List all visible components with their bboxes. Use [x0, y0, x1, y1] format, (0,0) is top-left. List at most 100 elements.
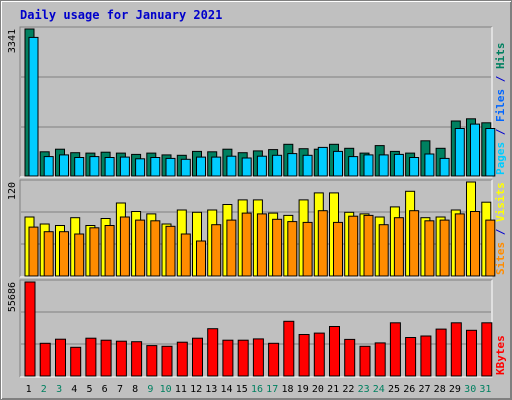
files-bar — [378, 154, 389, 177]
files-bar — [59, 154, 69, 177]
files-bar — [196, 156, 206, 177]
plot-border-dark — [19, 179, 492, 277]
day-label: 2 — [41, 384, 47, 395]
day-label: 15 — [236, 384, 248, 395]
sites-bar — [104, 225, 115, 277]
pages-files-hits-panel: 3341 Pages / Files / Hits — [7, 26, 507, 178]
day-label: 27 — [418, 384, 430, 395]
legend-item: Pages — [494, 142, 507, 175]
kbytes-bar — [313, 332, 325, 377]
kbytes-bar — [466, 329, 477, 377]
files-bar — [485, 128, 496, 177]
day-label: 28 — [434, 384, 446, 395]
legend-item: KBytes — [494, 335, 507, 375]
sites-bar — [226, 219, 237, 277]
sites-bar — [180, 233, 191, 277]
kbytes-bar — [55, 338, 66, 377]
day-label: 9 — [147, 384, 153, 395]
kbytes-bar — [146, 345, 158, 377]
kbytes-bar — [176, 341, 188, 377]
files-bar — [333, 150, 343, 177]
files-bar — [424, 153, 435, 177]
sites-bar — [119, 216, 130, 277]
sites-bar — [409, 210, 420, 277]
kbytes-bar — [161, 345, 173, 377]
files-bar — [74, 157, 85, 177]
sites-bar — [348, 215, 359, 277]
kbytes-bar — [115, 340, 127, 377]
kbytes-bar — [39, 342, 51, 377]
files-bar — [317, 146, 328, 177]
legend-item: Hits — [494, 43, 507, 70]
kbytes-bar — [359, 345, 371, 377]
files-bar — [287, 153, 298, 177]
day-label: 16 — [251, 384, 263, 395]
legend-item: / — [494, 228, 507, 235]
kbytes-bar — [481, 322, 493, 377]
sites-bar — [256, 213, 267, 277]
day-label: 30 — [464, 384, 476, 395]
day-label: 22 — [342, 384, 354, 395]
files-bar — [89, 156, 100, 177]
kbytes-bar — [222, 339, 234, 377]
sites-bar — [272, 218, 283, 277]
sites-bar — [211, 224, 222, 277]
sites-bar — [74, 233, 85, 277]
files-bar — [393, 153, 404, 177]
sites-bar — [363, 214, 374, 277]
kbytes-bar — [450, 322, 462, 377]
files-bar — [150, 157, 161, 177]
files-bar — [104, 157, 115, 177]
day-label: 17 — [266, 384, 278, 395]
kbytes-bar — [100, 339, 112, 377]
kbytes-bar — [344, 338, 356, 377]
day-label: 5 — [86, 384, 92, 395]
kbytes-bar — [131, 341, 143, 377]
day-label: 24 — [373, 384, 385, 395]
files-bar — [363, 154, 374, 177]
plot-border-light — [20, 27, 493, 178]
chart-title: Daily usage for January 2021 — [20, 8, 223, 22]
files-bar — [348, 156, 359, 177]
sites-bar — [135, 219, 146, 277]
day-label: 14 — [220, 384, 232, 395]
day-label: 26 — [403, 384, 415, 395]
day-label: 7 — [117, 384, 123, 395]
plot-border-dark — [19, 26, 492, 177]
sites-bar — [59, 231, 69, 277]
legend: Pages / Files / Hits — [494, 43, 507, 176]
sites-bar — [196, 240, 206, 277]
files-bar — [135, 158, 146, 177]
day-label: 19 — [297, 384, 309, 395]
legend: KBytes — [494, 335, 507, 375]
sites-bar — [439, 219, 450, 277]
legend-item: / — [494, 128, 507, 135]
sites-bar — [424, 220, 435, 277]
day-label: 13 — [205, 384, 217, 395]
day-label: 31 — [479, 384, 491, 395]
legend-item: / — [494, 75, 507, 82]
day-label: 4 — [71, 384, 77, 395]
sites-bar — [43, 231, 54, 277]
sites-bar — [317, 210, 328, 277]
files-bar — [409, 157, 420, 177]
files-bar — [119, 156, 130, 177]
y-max-label: 3341 — [7, 29, 18, 53]
sites-bar — [333, 221, 343, 277]
files-bar — [272, 154, 283, 177]
files-bar — [43, 156, 54, 177]
legend-item: Visits — [494, 182, 507, 222]
files-bar — [180, 158, 191, 177]
files-bar — [241, 157, 252, 177]
legend-item: Sites — [494, 242, 507, 275]
legend-item: Files — [494, 89, 507, 122]
sites-bar — [393, 217, 404, 277]
legend: Sites / Visits — [494, 182, 507, 275]
files-bar — [439, 157, 450, 177]
kbytes-bar — [298, 334, 310, 377]
day-label: 23 — [358, 384, 370, 395]
files-bar — [165, 157, 176, 177]
kbytes-bar — [435, 328, 447, 377]
kbytes-bar — [389, 322, 401, 377]
